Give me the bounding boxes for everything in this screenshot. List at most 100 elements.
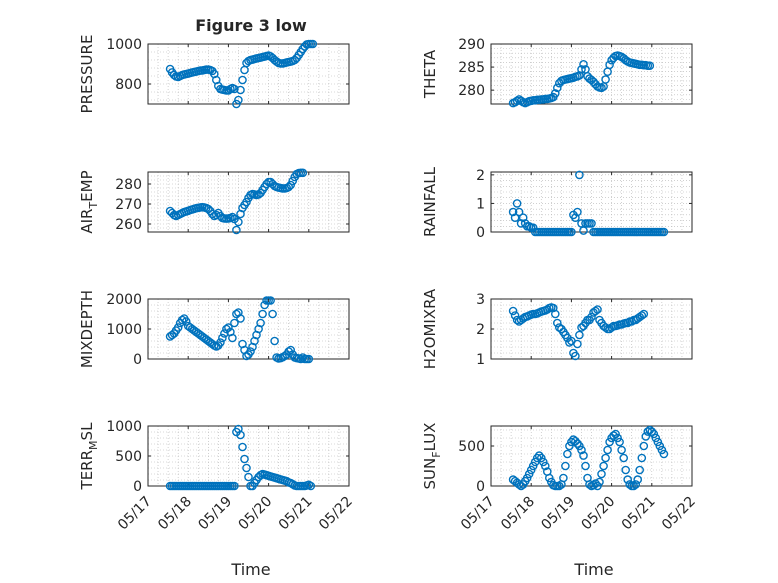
y-tick-label: 500: [115, 449, 142, 465]
data-point: [537, 453, 546, 463]
data-point: [605, 60, 614, 70]
y-tick-label: 1: [476, 196, 485, 212]
data-point: [601, 323, 610, 332]
data-point: [599, 461, 608, 471]
data-point: [256, 318, 265, 328]
data-point: [559, 473, 568, 483]
data-point: [530, 457, 540, 467]
data-point: [528, 461, 538, 471]
data-point: [220, 329, 229, 338]
subplot-4: 0 1 2 RAINFALL: [421, 166, 693, 241]
y-tick-label: 0: [133, 479, 142, 495]
data-point: [308, 39, 318, 49]
data-point: [565, 338, 574, 347]
data-point: [207, 209, 217, 219]
data-point: [595, 477, 604, 487]
data-point: [647, 427, 657, 436]
data-point: [591, 479, 600, 488]
data-point: [625, 480, 635, 489]
y-axis-label: MIXDEPTH: [78, 290, 96, 368]
data-point: [177, 315, 187, 325]
data-point: [605, 437, 614, 447]
data-point: [639, 441, 649, 451]
data-point: [573, 207, 582, 217]
data-point: [522, 473, 532, 483]
y-tick-label: 0: [476, 225, 485, 241]
data-point: [514, 207, 524, 217]
data-point: [615, 437, 624, 447]
data-point: [230, 84, 239, 94]
y-tick-label: 2: [476, 168, 485, 184]
data-point: [551, 309, 560, 319]
data-point: [266, 296, 275, 305]
data-point: [585, 480, 594, 489]
data-point: [539, 457, 548, 467]
y-axis-label: SUNFLUX: [421, 423, 443, 490]
subplot-6: 1 2 3 H2OMIXRA: [421, 288, 693, 369]
x-tick-label: 05/20: [579, 494, 619, 534]
data-point: [296, 354, 306, 364]
data-point: [575, 170, 584, 180]
series-markers: [165, 39, 318, 109]
data-point: [591, 306, 600, 316]
y-tick-label: 2000: [106, 292, 142, 308]
y-axis-label: AIRTEMP: [78, 170, 100, 233]
data-point: [577, 445, 586, 455]
data-point: [242, 463, 251, 473]
data-point: [286, 180, 296, 190]
axes-frame: [147, 43, 350, 105]
data-point: [181, 317, 191, 326]
data-point: [561, 461, 570, 471]
x-axis-label-right: Time: [573, 560, 613, 579]
data-point: [603, 445, 612, 455]
data-point: [617, 445, 626, 455]
data-point: [236, 314, 245, 323]
data-point: [224, 323, 233, 332]
axes-frame: [490, 425, 693, 487]
data-point: [573, 439, 582, 448]
data-point: [258, 309, 267, 319]
x-tick-label: 05/20: [236, 494, 276, 534]
subplot-7: 0 500 1000 TERRMSL 05/17 05/18 05/19 05/20 05/21…: [78, 419, 356, 533]
data-point: [236, 430, 245, 440]
y-tick-label: 1: [476, 352, 485, 368]
data-point: [541, 461, 550, 471]
data-point: [304, 354, 314, 364]
data-point: [290, 55, 300, 65]
data-point: [242, 197, 251, 207]
data-point: [659, 227, 669, 237]
data-point: [573, 339, 582, 349]
data-point: [587, 219, 596, 228]
x-tick-label: 05/21: [276, 494, 316, 534]
data-point: [532, 453, 542, 463]
x-tick-label: 05/18: [498, 494, 538, 534]
x-tick-label: 05/21: [619, 494, 659, 534]
y-tick-label: 1000: [106, 37, 142, 53]
data-point: [512, 199, 522, 208]
x-tick-label: 05/17: [115, 494, 155, 534]
data-point: [563, 449, 572, 459]
data-point: [516, 96, 526, 106]
data-point: [631, 480, 641, 489]
data-point: [270, 336, 279, 346]
subplot-3: 260 270 280 AIRTEMP: [78, 168, 350, 235]
y-tick-label: 0: [476, 479, 485, 495]
data-point: [637, 311, 647, 320]
subplot-2: 280 285 290 THETA: [421, 37, 693, 108]
series-markers: [508, 51, 655, 108]
data-point: [230, 481, 239, 491]
series-markers: [508, 170, 669, 237]
data-point: [641, 432, 651, 441]
data-point: [246, 347, 255, 356]
y-tick-label: 290: [458, 37, 485, 53]
y-tick-label: 260: [115, 217, 142, 233]
data-point: [518, 213, 528, 222]
grid: [490, 43, 693, 105]
data-point: [633, 475, 643, 484]
data-point: [619, 453, 629, 463]
x-tick-label: 05/18: [155, 494, 195, 534]
data-point: [512, 96, 522, 106]
data-point: [551, 89, 560, 98]
